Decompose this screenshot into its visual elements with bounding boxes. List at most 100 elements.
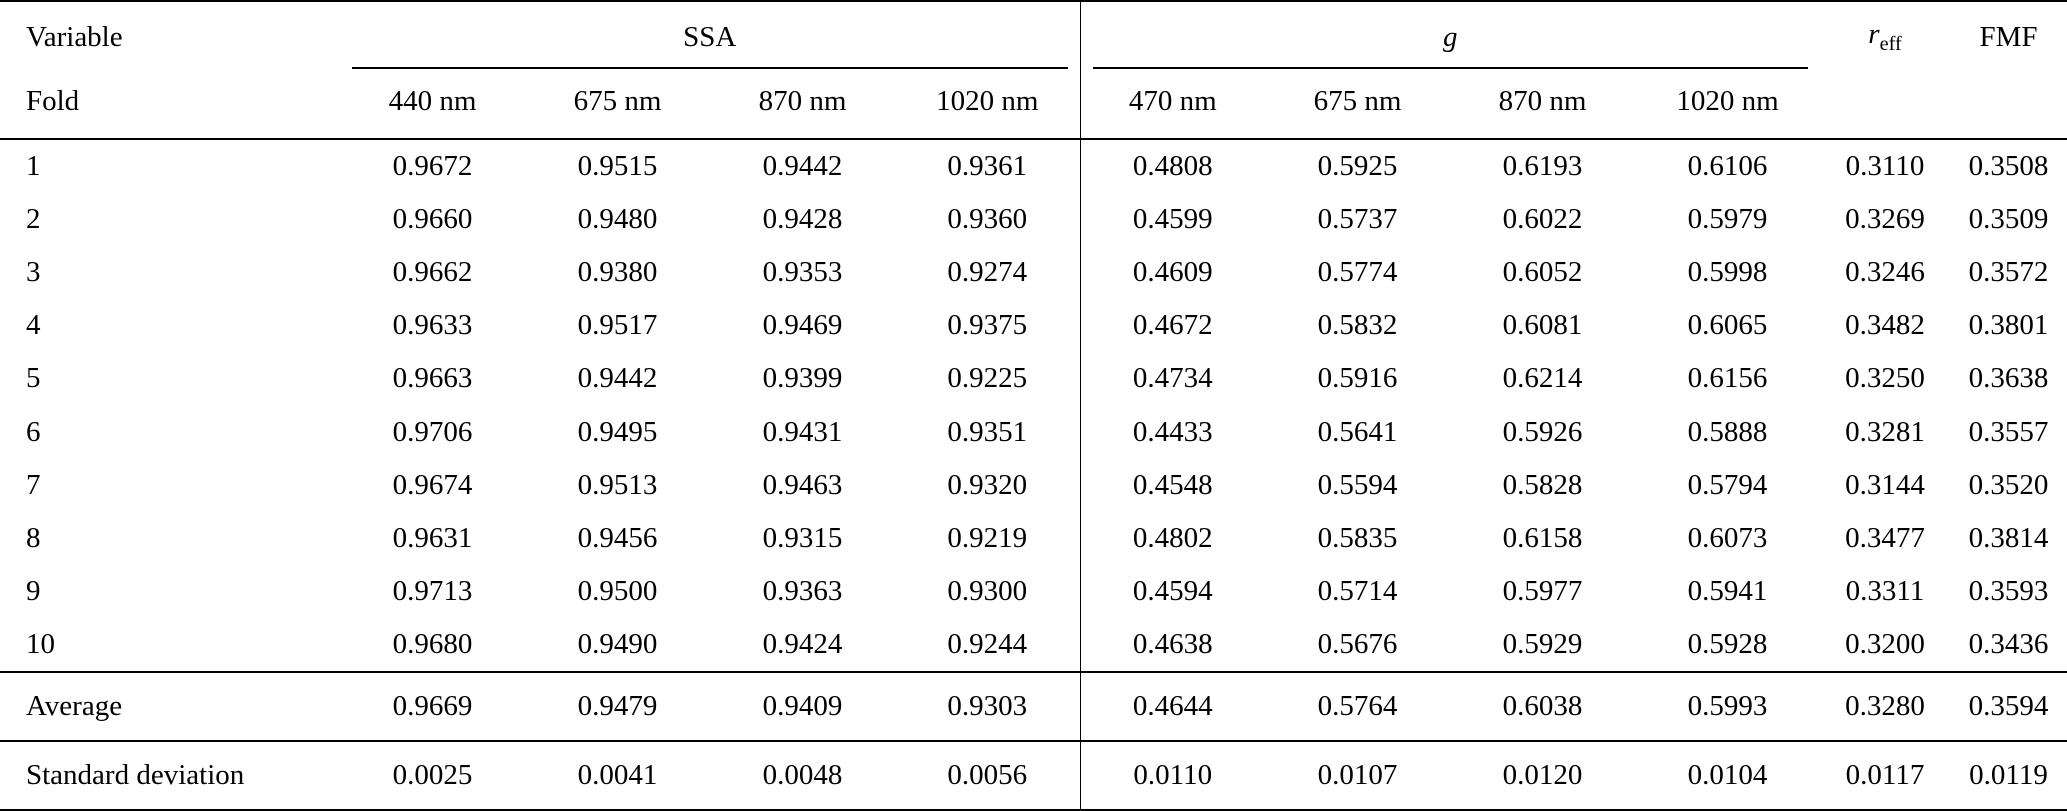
g-1020-cell: 0.5998 bbox=[1687, 256, 1768, 289]
ssa-1020-cell: 0.9244 bbox=[947, 627, 1028, 660]
ssa-675-header: 675 nm bbox=[525, 69, 710, 140]
g-1020-cell: 0.5928 bbox=[1687, 627, 1768, 660]
g-470-cell: 0.4433 bbox=[1079, 405, 1266, 459]
g-470-cell: 0.4808 bbox=[1079, 139, 1266, 194]
fmf-header-spacer bbox=[1950, 69, 2067, 140]
g-870-cell: 0.6193 bbox=[1502, 150, 1583, 183]
ssa-440-cell: 0.9631 bbox=[392, 521, 473, 554]
g-1020-cell: 0.6065 bbox=[1687, 309, 1768, 342]
g-870-cell: 0.5828 bbox=[1502, 468, 1583, 501]
reff-cell: 0.3281 bbox=[1845, 415, 1925, 448]
g-870-cell: 0.5926 bbox=[1502, 415, 1583, 448]
ssa-675-cell: 0.0041 bbox=[525, 739, 710, 810]
fmf-cell: 0.3801 bbox=[1968, 309, 2049, 342]
g-675-cell: 0.5737 bbox=[1317, 203, 1398, 236]
g-675-cell: 0.5714 bbox=[1317, 574, 1398, 607]
g-470-cell: 0.4802 bbox=[1079, 511, 1266, 565]
ssa-870-cell: 0.9428 bbox=[762, 203, 843, 236]
fold-label: 10 bbox=[26, 627, 55, 660]
ssa-label: SSA bbox=[683, 20, 737, 53]
fold-label: 7 bbox=[26, 468, 41, 501]
g-675-cell: 0.5676 bbox=[1317, 627, 1398, 660]
g-870-cell: 0.6052 bbox=[1502, 256, 1583, 289]
reff-header-spacer bbox=[1820, 69, 1951, 140]
reff-cell: 0.3269 bbox=[1845, 203, 1925, 236]
fold-label: 8 bbox=[26, 521, 41, 554]
ssa-870-cell: 0.9399 bbox=[762, 362, 843, 395]
fmf-cell: 0.3638 bbox=[1968, 362, 2049, 395]
g-470-header: 470 nm bbox=[1079, 69, 1266, 140]
reff-subscript: eff bbox=[1879, 32, 1902, 55]
g-1020-cell: 0.0104 bbox=[1635, 739, 1821, 810]
ssa-1020-cell: 0.9300 bbox=[947, 574, 1028, 607]
ssa-underline-rule bbox=[352, 67, 1068, 69]
g-470-cell: 0.4644 bbox=[1079, 671, 1266, 741]
g-675-cell: 0.5916 bbox=[1317, 362, 1398, 395]
ssa-1020-header: 1020 nm bbox=[895, 69, 1081, 140]
ssa-440-cell: 0.0025 bbox=[340, 739, 525, 810]
reff-cell: 0.3200 bbox=[1845, 627, 1925, 660]
table-row: 1 0.9672 0.9515 0.9442 0.9361 0.4808 0.5925 0.6… bbox=[0, 139, 2067, 194]
ssa-870-cell: 0.9363 bbox=[762, 574, 843, 607]
ssa-675-cell: 0.9490 bbox=[577, 627, 658, 660]
table-row: 5 0.9663 0.9442 0.9399 0.9225 0.4734 0.5916 0.6… bbox=[0, 352, 2067, 406]
fmf-cell: 0.3509 bbox=[1968, 203, 2049, 236]
ssa-675-cell: 0.9380 bbox=[577, 256, 658, 289]
fmf-cell: 0.3436 bbox=[1968, 627, 2049, 660]
ssa-440-cell: 0.9662 bbox=[392, 256, 473, 289]
g-1020-cell: 0.6156 bbox=[1687, 362, 1768, 395]
fmf-cell: 0.3594 bbox=[1950, 671, 2067, 741]
group-header-row: Variable SSA g reff FMF bbox=[0, 1, 2067, 69]
g-675-cell: 0.5925 bbox=[1317, 150, 1398, 183]
g-870-header: 870 nm bbox=[1450, 69, 1636, 140]
ssa-870-header: 870 nm bbox=[710, 69, 895, 140]
g-675-header: 675 nm bbox=[1265, 69, 1451, 140]
fmf-cell: 0.3814 bbox=[1968, 521, 2049, 554]
g-870-cell: 0.0120 bbox=[1450, 739, 1636, 810]
table-row: 6 0.9706 0.9495 0.9431 0.9351 0.4433 0.5641 0.5… bbox=[0, 405, 2067, 459]
ssa-870-cell: 0.9431 bbox=[762, 415, 843, 448]
table-row: 8 0.9631 0.9456 0.9315 0.9219 0.4802 0.5835 0.6… bbox=[0, 511, 2067, 565]
ssa-675-cell: 0.9515 bbox=[577, 150, 658, 183]
ssa-440-cell: 0.9633 bbox=[392, 309, 473, 342]
g-1020-cell: 0.5941 bbox=[1687, 574, 1768, 607]
g-470-cell: 0.4599 bbox=[1079, 193, 1266, 247]
g-675-cell: 0.5832 bbox=[1317, 309, 1398, 342]
ssa-870-cell: 0.9409 bbox=[710, 671, 895, 741]
ssa-675-cell: 0.9517 bbox=[577, 309, 658, 342]
reff-cell: 0.3477 bbox=[1845, 521, 1925, 554]
fmf-cell: 0.3572 bbox=[1968, 256, 2049, 289]
table-row: 7 0.9674 0.9513 0.9463 0.9320 0.4548 0.5594 0.5… bbox=[0, 458, 2067, 512]
std-dev-row: Standard deviation 0.0025 0.0041 0.0048 0.00… bbox=[0, 739, 2067, 810]
fold-label: 4 bbox=[26, 309, 41, 342]
ssa-870-cell: 0.9315 bbox=[762, 521, 843, 554]
table-row: 2 0.9660 0.9480 0.9428 0.9360 0.4599 0.5737 0.6… bbox=[0, 193, 2067, 247]
header-fold: Fold bbox=[0, 69, 340, 140]
g-675-cell: 0.5594 bbox=[1317, 468, 1398, 501]
g-870-cell: 0.6022 bbox=[1502, 203, 1583, 236]
g-underline-rule bbox=[1092, 67, 1809, 69]
reff-cell: 0.3482 bbox=[1845, 309, 1925, 342]
g-1020-cell: 0.6106 bbox=[1687, 150, 1768, 183]
std-dev-label: Standard deviation bbox=[0, 739, 340, 810]
g-1020-header: 1020 nm bbox=[1635, 69, 1821, 140]
ssa-440-cell: 0.9660 bbox=[392, 203, 473, 236]
g-470-cell: 0.4548 bbox=[1079, 458, 1266, 512]
g-1020-cell: 0.6073 bbox=[1687, 521, 1768, 554]
header-fmf: FMF bbox=[1979, 20, 2038, 53]
fold-label: 6 bbox=[26, 415, 41, 448]
g-1020-cell: 0.5888 bbox=[1687, 415, 1768, 448]
ssa-675-cell: 0.9456 bbox=[577, 521, 658, 554]
reff-cell: 0.0117 bbox=[1820, 739, 1951, 810]
g-870-cell: 0.6038 bbox=[1450, 671, 1636, 741]
fold-label: 2 bbox=[26, 203, 41, 236]
header-variable: Variable bbox=[26, 20, 123, 53]
ssa-440-cell: 0.9713 bbox=[392, 574, 473, 607]
fmf-cell: 0.3520 bbox=[1968, 468, 2049, 501]
reff-symbol: r bbox=[1868, 18, 1880, 51]
ssa-1020-cell: 0.9274 bbox=[947, 256, 1028, 289]
ssa-1020-cell: 0.9375 bbox=[947, 309, 1028, 342]
ssa-440-cell: 0.9672 bbox=[392, 150, 473, 183]
average-label: Average bbox=[0, 671, 340, 741]
g-1020-cell: 0.5993 bbox=[1635, 671, 1821, 741]
